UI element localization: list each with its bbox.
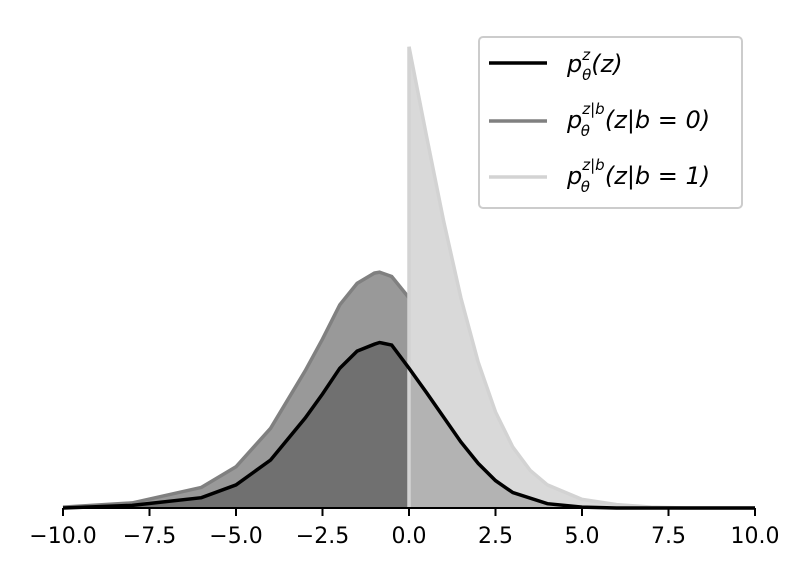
legend: pz θ(z) pz|b θ (z|b = 0) pz|b θ (z|b = 1)	[478, 36, 743, 209]
x-tick-label: −5.0	[209, 524, 262, 549]
area-fills	[63, 46, 755, 508]
x-tick-label: 2.5	[478, 524, 513, 549]
x-tick-label: 7.5	[651, 524, 686, 549]
x-tick-label: −2.5	[296, 524, 349, 549]
x-tick-label: −7.5	[123, 524, 176, 549]
x-axis: −10.0 −7.5 −5.0 −2.5 0.0 2.5 5.0 7.5 10.0	[29, 507, 780, 549]
x-tick-label: −10.0	[29, 524, 96, 549]
series-lines	[62, 46, 755, 510]
legend-label-pzb1: pz|b θ (z|b = 1)	[566, 156, 710, 196]
legend-frame	[478, 36, 743, 209]
x-tick-label: 10.0	[731, 524, 780, 549]
area-pz-left	[63, 342, 409, 508]
line-b0	[62, 270, 411, 509]
legend-label-pz: pz θ(z)	[566, 46, 623, 84]
line-pz	[62, 340, 755, 510]
legend-label-pzb0: pz|b θ (z|b = 0)	[566, 100, 710, 140]
x-tick-label: 5.0	[565, 524, 600, 549]
area-pz-right	[409, 368, 755, 508]
x-tick-label: 0.0	[392, 524, 427, 549]
